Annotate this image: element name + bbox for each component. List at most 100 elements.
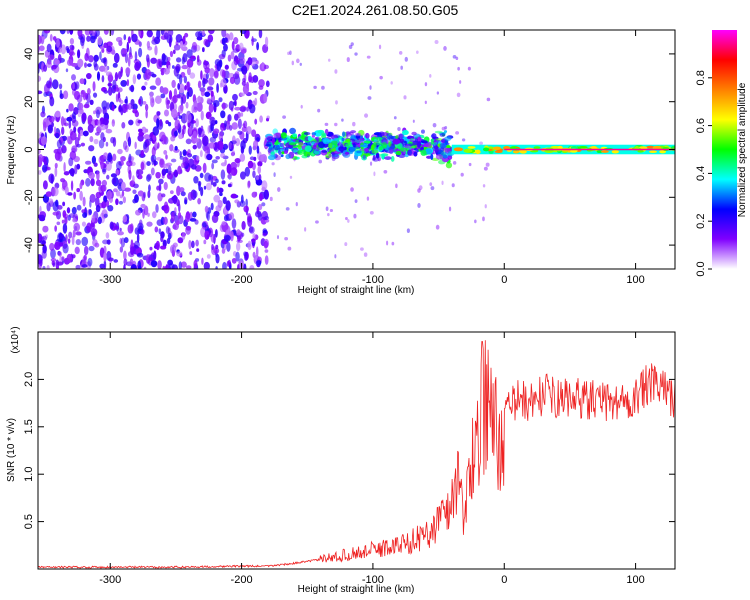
- heatmap-cell: [430, 186, 435, 191]
- heatmap-cell: [126, 79, 130, 87]
- heatmap-cell: [352, 143, 356, 148]
- heatmap-cell: [223, 43, 228, 52]
- heatmap-cell: [123, 264, 126, 269]
- heatmap-cell: [211, 162, 215, 170]
- heatmap-cell: [423, 144, 429, 148]
- heatmap-cell: [196, 36, 203, 41]
- heatmap-cell: [158, 178, 164, 185]
- heatmap-cell: [50, 174, 54, 185]
- heatmap-cell: [231, 60, 237, 71]
- heatmap-cell: [444, 136, 452, 142]
- heatmap-cell: [353, 213, 357, 219]
- heatmap-cell: [375, 152, 380, 159]
- heatmap-cell: [55, 38, 60, 48]
- heatmap-cell: [334, 69, 338, 74]
- heatmap-cell: [345, 216, 348, 221]
- figure-title: C2E1.2024.261.08.50.G05: [292, 2, 459, 18]
- heatmap-cell: [63, 90, 69, 100]
- heatmap-cell: [179, 40, 184, 49]
- heatmap-cell: [38, 154, 44, 162]
- heatmap-cell: [68, 157, 74, 167]
- heatmap-cell: [390, 81, 393, 85]
- heatmap-cell: [41, 164, 48, 173]
- heatmap-cell: [72, 218, 77, 223]
- heatmap-cell: [209, 67, 215, 78]
- heatmap-cell: [258, 193, 263, 202]
- heatmap-cell: [329, 208, 334, 213]
- heatmap-cell: [62, 210, 67, 218]
- heatmap-cell: [262, 228, 268, 233]
- heatmap-cell: [235, 242, 241, 251]
- heatmap-cell: [289, 127, 296, 135]
- heatmap-cell: [364, 147, 369, 152]
- heatmap-cell: [486, 97, 491, 102]
- heatmap-cell: [173, 44, 181, 51]
- heatmap-cell: [327, 212, 330, 217]
- heatmap-cell: [347, 219, 350, 223]
- heatmap-cell: [250, 238, 256, 243]
- heatmap-cell: [265, 80, 270, 88]
- snr-x-label: Height of straight line (km): [298, 584, 415, 595]
- heatmap-cell: [435, 224, 440, 230]
- heatmap-cell: [118, 97, 122, 103]
- heatmap-cell: [197, 198, 201, 205]
- heatmap-cell: [96, 170, 100, 181]
- heatmap-cell: [138, 131, 145, 137]
- heatmap-cell: [367, 144, 372, 148]
- heatmap-cell: [256, 175, 259, 181]
- heatmap-cell: [285, 207, 290, 211]
- heatmap-cell: [248, 72, 252, 83]
- heatmap-cell: [71, 119, 79, 127]
- heatmap-cell: [257, 212, 263, 221]
- heatmap-cell: [80, 36, 85, 47]
- heatmap-cell: [328, 153, 332, 158]
- heatmap-cell: [455, 131, 460, 135]
- heatmap-cell: [492, 146, 502, 151]
- heatmap-cell: [388, 148, 394, 155]
- heatmap-cell: [58, 47, 62, 53]
- heatmap-cell: [248, 226, 255, 234]
- heatmap-cell: [88, 245, 95, 252]
- heatmap-cell: [325, 206, 329, 211]
- heatmap-cell: [234, 157, 241, 164]
- heatmap-cell: [43, 83, 50, 95]
- heatmap-cell: [58, 242, 64, 247]
- heatmap-cell: [112, 153, 117, 162]
- heatmap-cell: [52, 262, 56, 267]
- heatmap-cell: [177, 82, 181, 90]
- heatmap-cell: [261, 180, 268, 191]
- heatmap-cell: [73, 126, 77, 133]
- heatmap-cell: [246, 106, 249, 112]
- heatmap-cell: [247, 57, 253, 66]
- heatmap-cell: [101, 100, 108, 110]
- heatmap-cell: [241, 220, 246, 230]
- heatmap-cell: [135, 209, 141, 216]
- heatmap-cell: [192, 144, 197, 150]
- snr-y-label: SNR (10 * v/v): [6, 418, 17, 482]
- heatmap-cell: [134, 141, 137, 150]
- heatmap-cell: [103, 195, 108, 203]
- heatmap-cell: [86, 92, 91, 103]
- heatmap-cell: [89, 193, 96, 203]
- heatmap-cell: [157, 58, 163, 68]
- heatmap-cell: [88, 55, 94, 63]
- heatmap-cell: [160, 245, 167, 250]
- heatmap-cell: [54, 162, 58, 169]
- heatmap-cell: [168, 90, 173, 100]
- heatmap-cell: [143, 205, 149, 216]
- heatmap-cell: [252, 170, 256, 179]
- heatmap-cell: [243, 263, 247, 269]
- heatmap-cell: [282, 115, 287, 119]
- heatmap-cell: [65, 68, 69, 73]
- heatmap-cell: [227, 54, 232, 62]
- heatmap-cell: [393, 116, 397, 120]
- heatmap-cell: [145, 128, 149, 133]
- heatmap-cell: [52, 36, 57, 41]
- heatmap-cell: [97, 216, 102, 225]
- heatmap-cell: [200, 110, 204, 121]
- heatmap-cell: [315, 220, 319, 224]
- heatmap-cell: [54, 225, 58, 232]
- heatmap-cell: [420, 149, 427, 156]
- heatmap-cell: [334, 122, 338, 127]
